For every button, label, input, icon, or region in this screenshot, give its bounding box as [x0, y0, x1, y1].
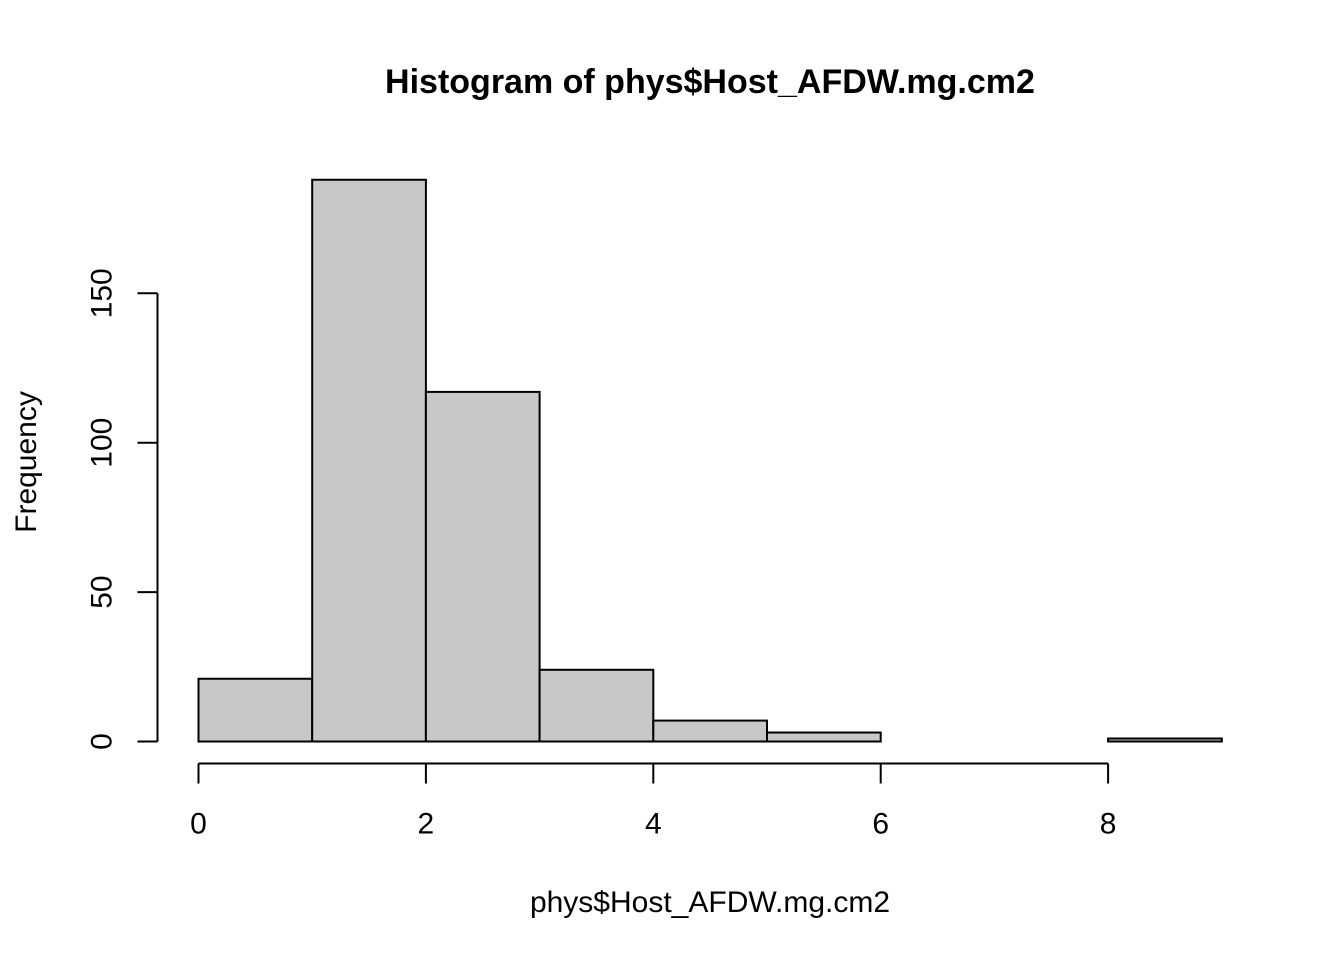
histogram-bar-8 [1107, 737, 1223, 743]
x-tick-label-4: 8 [1100, 808, 1117, 841]
x-tick-label-1: 2 [418, 808, 435, 841]
chart-title: Histogram of phys$Host_AFDW.mg.cm2 [385, 63, 1035, 101]
x-tick-label-3: 6 [872, 808, 889, 841]
y-tick-label-1: 50 [86, 575, 119, 608]
histogram-bar-2 [424, 390, 541, 743]
x-axis-label: phys$Host_AFDW.mg.cm2 [530, 886, 890, 919]
histogram-bar-1 [311, 178, 427, 743]
y-tick-label-2: 100 [86, 418, 119, 468]
y-axis-label: Frequency [10, 391, 43, 533]
x-tick-label-0: 0 [190, 808, 207, 841]
histogram-bar-5 [766, 731, 882, 743]
bars-group [197, 178, 1223, 743]
y-tick-label-0: 0 [86, 733, 119, 750]
y-axis: 0 50 100 150 [86, 268, 159, 750]
histogram-bar-0 [197, 677, 314, 743]
y-tick-label-3: 150 [86, 268, 119, 318]
histogram-bar-3 [538, 668, 655, 743]
x-axis: 0 2 4 6 8 [190, 762, 1117, 841]
histogram-bar-4 [652, 719, 768, 743]
x-tick-label-2: 4 [645, 808, 662, 841]
